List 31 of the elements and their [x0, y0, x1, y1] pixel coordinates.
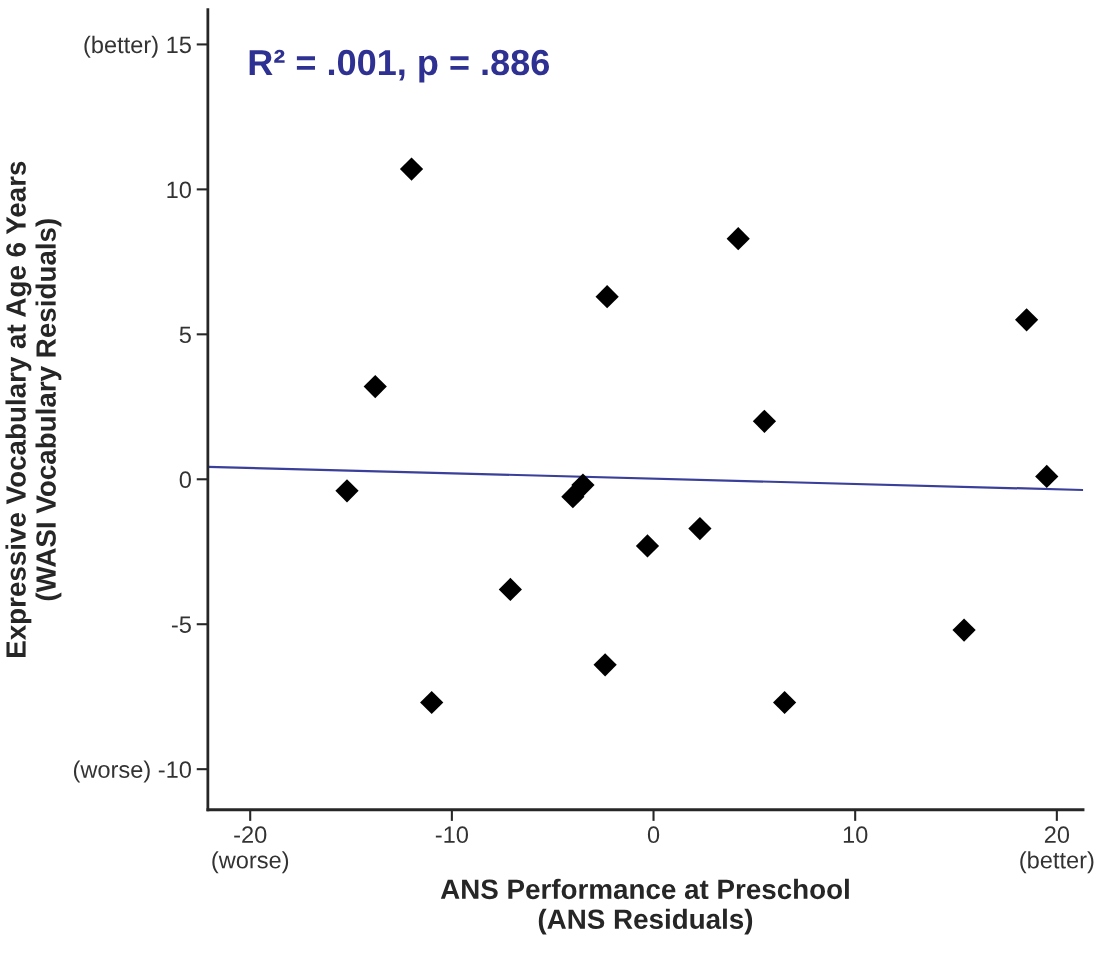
point: [571, 473, 595, 497]
point: [635, 534, 660, 558]
point: [363, 374, 387, 399]
point: [752, 409, 777, 433]
x-tick-label: -10: [435, 826, 469, 844]
x-tick-label: 20 (better): [1020, 826, 1094, 874]
point: [1035, 464, 1059, 488]
point: [399, 157, 424, 181]
point: [498, 577, 522, 602]
point: [561, 485, 585, 509]
point: [688, 516, 712, 541]
x-tick-label: 0: [647, 826, 660, 844]
point: [593, 653, 617, 677]
x-axis-title: ANS Performance at Preschool (ANS Residuals): [440, 878, 849, 935]
point: [420, 690, 444, 715]
y-tick-label: (better) 15: [84, 35, 191, 58]
point: [595, 285, 619, 309]
point: [1014, 308, 1039, 332]
point: [726, 227, 750, 251]
point: [772, 690, 797, 715]
y-tick-label: 10: [167, 181, 191, 199]
y-tick-label: -5: [171, 616, 191, 634]
point: [952, 618, 976, 642]
point: [335, 479, 359, 503]
x-tick-label: -20 (worse): [212, 826, 289, 874]
y-tick-label: 0: [179, 471, 191, 489]
y-axis-title: Expressive Vocabulary at Age 6 Years (WASI Vocabulary Residuals): [5, 161, 62, 657]
annotation: R² = .001, p = .886: [249, 49, 550, 83]
y-tick-label: 5: [179, 326, 191, 344]
y-tick-label: (worse) -10: [73, 760, 191, 783]
x-tick-label: 10: [843, 826, 868, 844]
